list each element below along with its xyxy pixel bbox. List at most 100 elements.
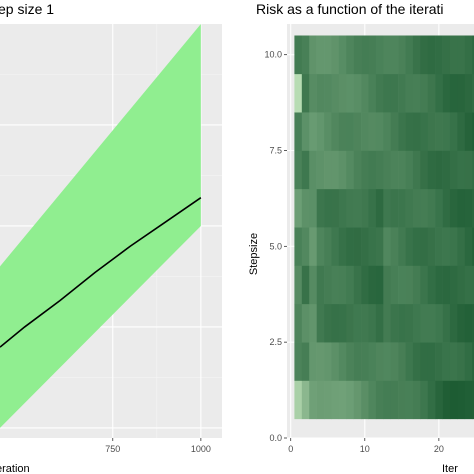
heatmap-tile xyxy=(338,150,347,190)
heatmap-tile xyxy=(390,342,399,381)
heatmap-tile xyxy=(324,227,332,266)
heatmap-tile xyxy=(375,150,384,190)
heatmap-tile xyxy=(383,342,392,381)
heatmap-tile xyxy=(472,265,474,305)
heatmap-tile xyxy=(324,35,332,75)
heatmap-tile xyxy=(331,73,340,113)
heatmap-tile xyxy=(294,303,303,343)
heatmap-tile xyxy=(294,188,303,228)
left-x-axis-label: eration xyxy=(0,463,30,474)
heatmap-tile xyxy=(368,342,377,381)
heatmap-tile xyxy=(361,265,369,305)
heatmap-tile xyxy=(390,73,399,113)
heatmap-tile xyxy=(464,227,473,266)
heatmap-tile xyxy=(331,35,340,75)
heatmap-tile xyxy=(316,150,325,190)
heatmap-tile xyxy=(361,342,369,381)
heatmap-tile xyxy=(435,380,443,420)
heatmap-tile xyxy=(442,150,451,190)
heatmap-tile xyxy=(457,342,466,381)
heatmap-tile xyxy=(309,73,317,113)
heatmap-tile xyxy=(353,35,362,75)
heatmap-tile xyxy=(398,227,406,266)
right-y-tick-label: 7.5 xyxy=(269,146,282,156)
heatmap-tile xyxy=(464,265,473,305)
heatmap-tile xyxy=(442,112,451,151)
heatmap-tile xyxy=(420,112,429,151)
heatmap-tile xyxy=(309,227,317,266)
heatmap-tile xyxy=(390,35,399,75)
heatmap-tile xyxy=(346,35,354,75)
heatmap-tile xyxy=(368,265,377,305)
heatmap-tile xyxy=(361,303,369,343)
heatmap-tile xyxy=(375,73,384,113)
heatmap-tile xyxy=(331,227,340,266)
heatmap-tile xyxy=(457,150,466,190)
heatmap-tile xyxy=(331,188,340,228)
heatmap-tile xyxy=(346,150,354,190)
heatmap-tile xyxy=(353,150,362,190)
heatmap-tile xyxy=(449,342,458,381)
heatmap-tile xyxy=(390,112,399,151)
heatmap-tile xyxy=(442,35,451,75)
left-x-ticks: 750 1000 xyxy=(105,438,211,454)
mean-line-path xyxy=(0,197,202,348)
heatmap-tile xyxy=(383,265,392,305)
heatmap-tile xyxy=(324,380,332,420)
heatmap-tile xyxy=(472,227,474,266)
heatmap-tile xyxy=(346,227,354,266)
heatmap-tile xyxy=(309,265,317,305)
right-y-tick-label: 10.0 xyxy=(264,50,282,60)
heatmap-tile xyxy=(324,73,332,113)
heatmap-tile xyxy=(457,73,466,113)
heatmap-tile xyxy=(427,188,436,228)
heatmap-tile xyxy=(435,112,443,151)
heatmap-tile xyxy=(346,112,354,151)
heatmap-tile xyxy=(383,73,392,113)
heatmap-tile xyxy=(435,188,443,228)
heatmap-tile xyxy=(331,303,340,343)
heatmap-tile xyxy=(405,150,414,190)
heatmap-tile xyxy=(361,112,369,151)
heatmap-tile xyxy=(309,112,317,151)
heatmap-tile xyxy=(346,265,354,305)
heatmap-tile xyxy=(324,150,332,190)
heatmap-tile xyxy=(435,150,443,190)
heatmap-tile xyxy=(324,188,332,228)
heatmap-tile xyxy=(309,342,317,381)
heatmap-tile xyxy=(346,380,354,420)
heatmap-tile xyxy=(368,188,377,228)
heatmap-tile xyxy=(435,265,443,305)
heatmap-tile xyxy=(420,227,429,266)
heatmap-tile xyxy=(457,303,466,343)
right-y-tick-label: 0.0 xyxy=(269,433,282,443)
heatmap-tile xyxy=(420,303,429,343)
heatmap-tile xyxy=(464,73,473,113)
heatmap-tile xyxy=(309,150,317,190)
left-x-tick-label: 1000 xyxy=(191,444,211,454)
heatmap-tile xyxy=(353,342,362,381)
heatmap-tile xyxy=(316,188,325,228)
heatmap-tile xyxy=(375,342,384,381)
heatmap-tile xyxy=(294,380,303,420)
heatmap-tile xyxy=(435,73,443,113)
heatmap-tile xyxy=(294,265,303,305)
heatmap-tile xyxy=(398,265,406,305)
heatmap-tile xyxy=(361,227,369,266)
heatmap-tile xyxy=(427,380,436,420)
heatmap-tile xyxy=(324,342,332,381)
heatmap-tile xyxy=(324,112,332,151)
heatmap-tiles xyxy=(294,35,474,420)
heatmap-tile xyxy=(412,188,421,228)
left-panel: ep size 1 750 1000 eration xyxy=(0,1,222,474)
heatmap-tile xyxy=(301,35,310,75)
heatmap-tile xyxy=(316,303,325,343)
heatmap-tile xyxy=(472,188,474,228)
heatmap-tile xyxy=(331,342,340,381)
heatmap-tile xyxy=(457,188,466,228)
heatmap-tile xyxy=(435,303,443,343)
heatmap-tile xyxy=(435,342,443,381)
heatmap-tile xyxy=(301,150,310,190)
heatmap-tile xyxy=(338,265,347,305)
